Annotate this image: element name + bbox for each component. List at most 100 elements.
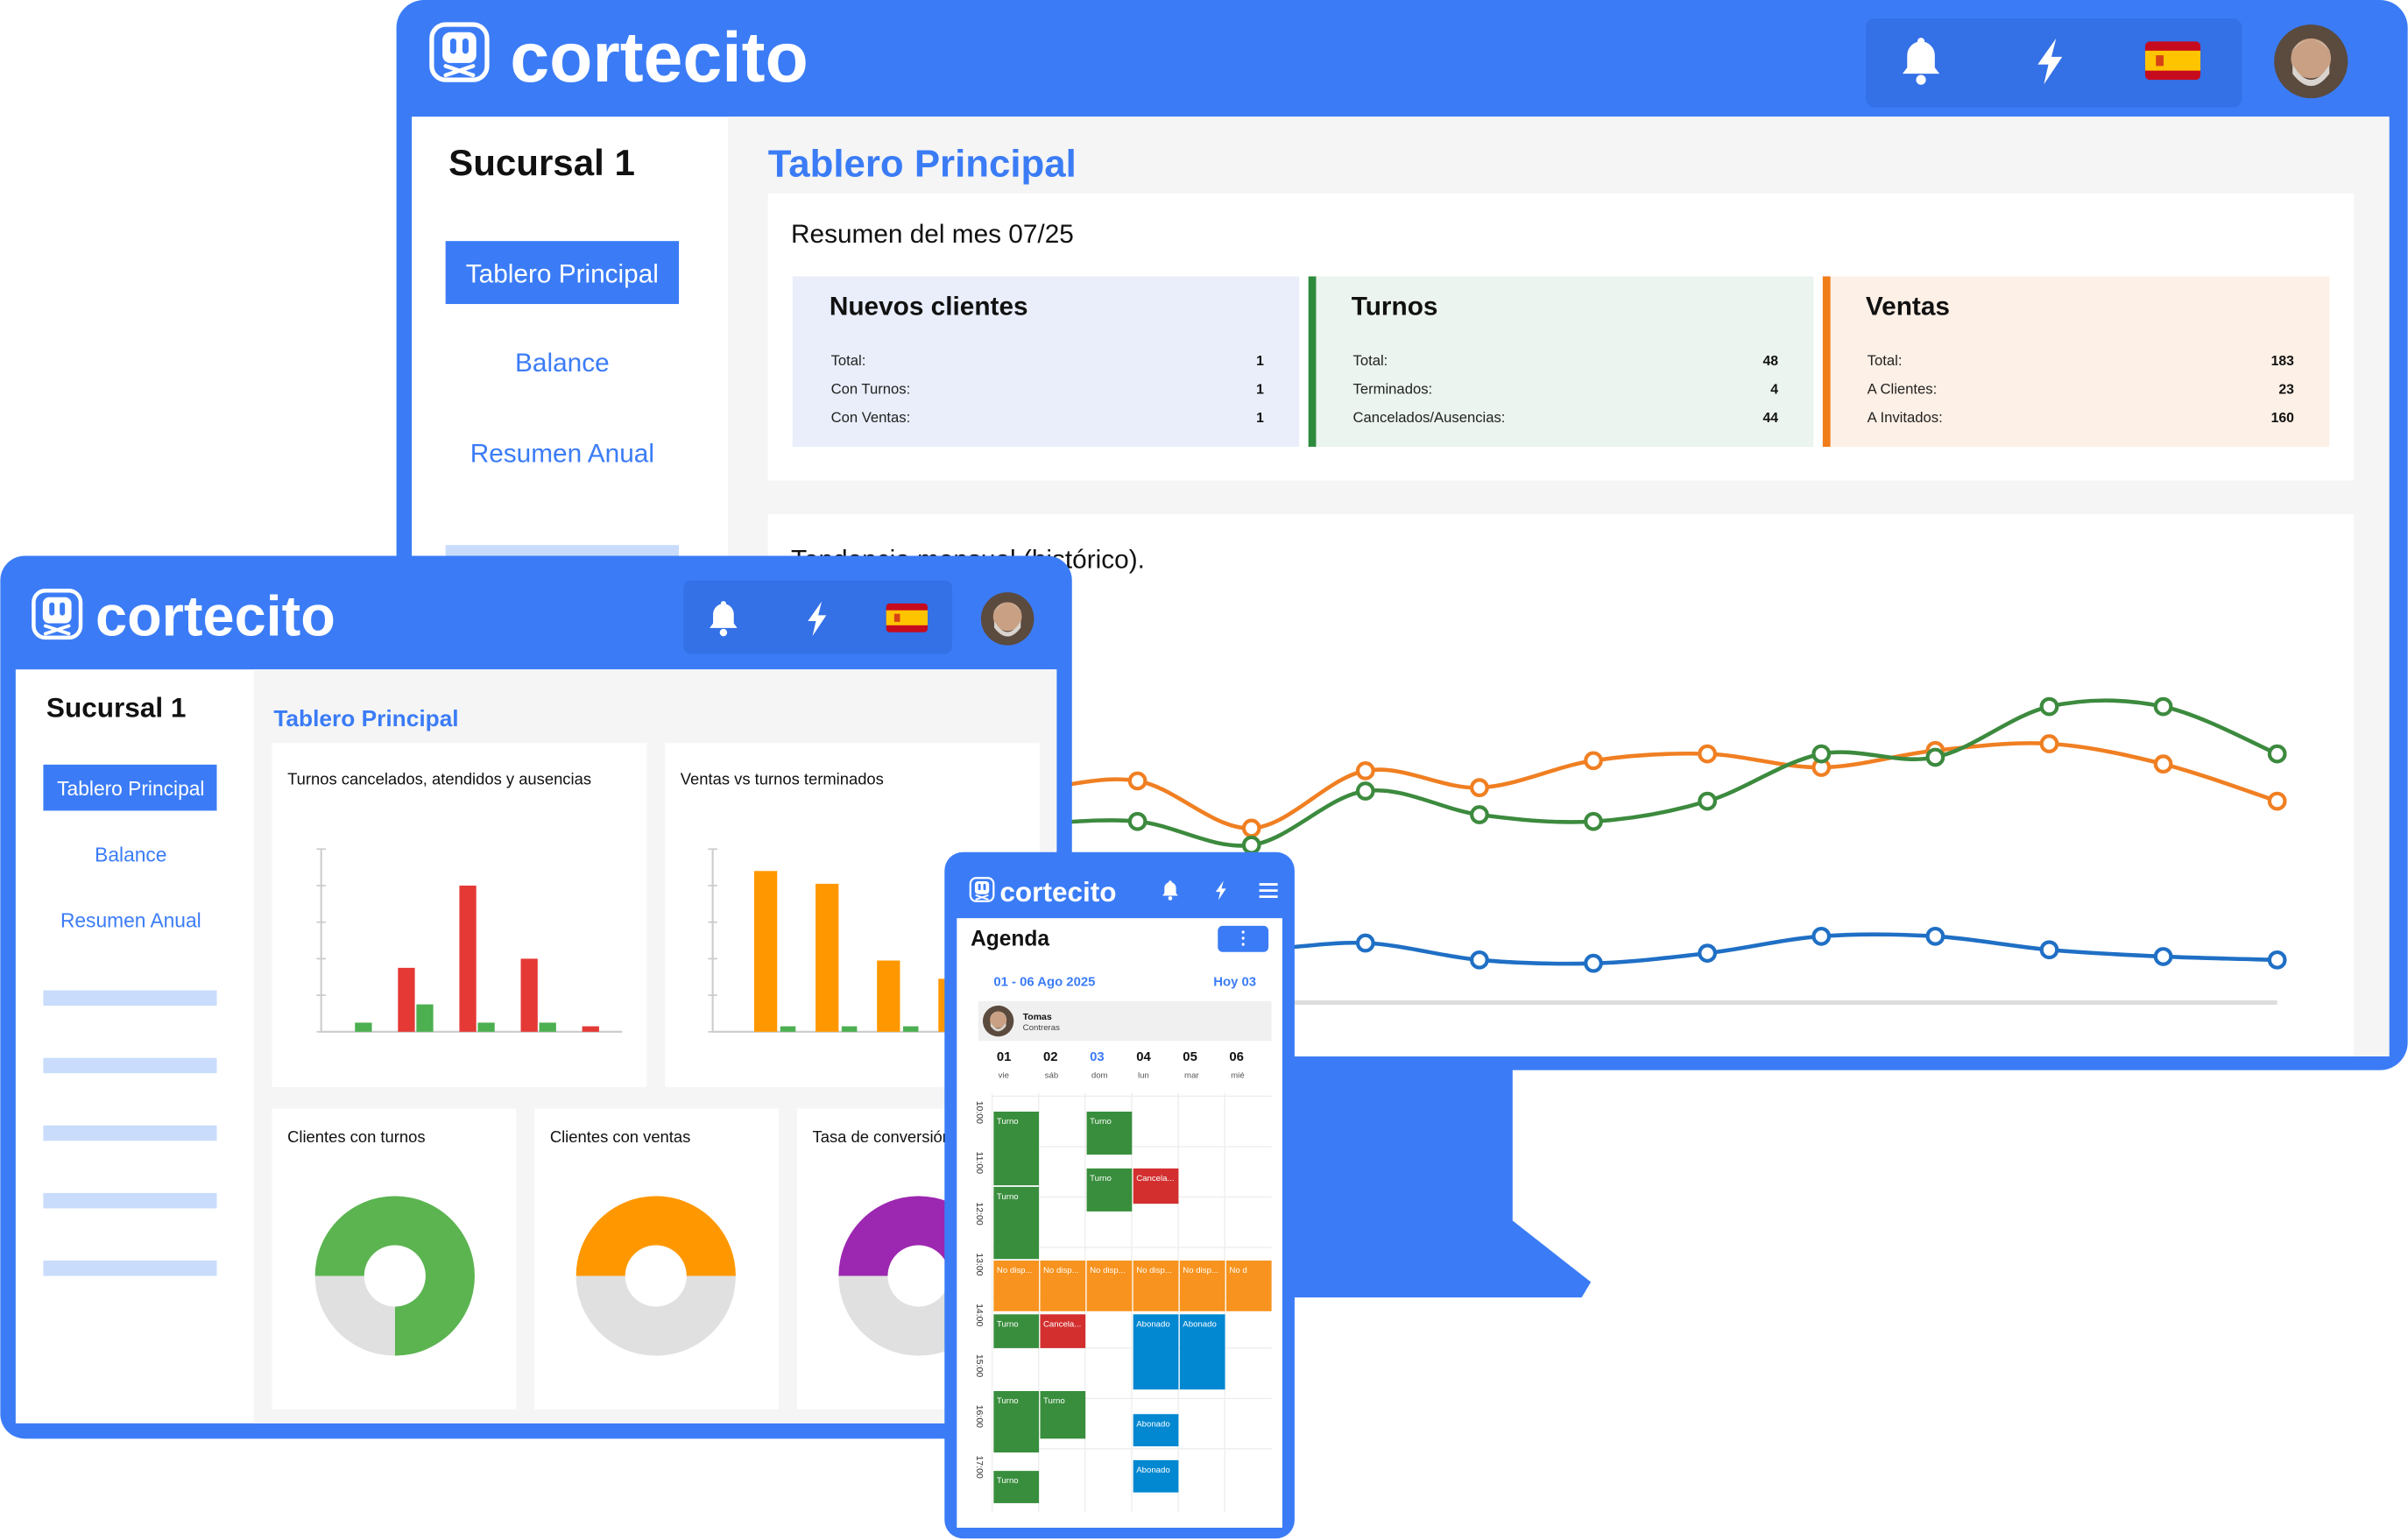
- event-label: No disp...: [1183, 1266, 1218, 1275]
- day-name: vie: [999, 1070, 1009, 1080]
- agenda-title: Agenda: [971, 928, 1049, 951]
- bar: [355, 1022, 372, 1032]
- event[interactable]: [1133, 1261, 1179, 1311]
- data-point: [1241, 835, 1261, 855]
- flag-icon[interactable]: [886, 603, 929, 632]
- placeholder: [43, 990, 217, 1007]
- row-label: Total:: [1353, 352, 1388, 369]
- event[interactable]: [1179, 1261, 1225, 1311]
- event[interactable]: [993, 1314, 1040, 1348]
- row-value: 4: [1770, 383, 1778, 398]
- event[interactable]: [993, 1111, 1040, 1186]
- nav-active[interactable]: [43, 764, 217, 811]
- chart-title: Clientes con ventas: [550, 1127, 691, 1146]
- day-name: sáb: [1045, 1070, 1059, 1080]
- event[interactable]: [1040, 1261, 1086, 1311]
- data-point: [1584, 751, 1603, 771]
- row-label: Cancelados/Ausencias:: [1353, 409, 1506, 426]
- nav-item[interactable]: Resumen Anual: [60, 909, 201, 932]
- event-label: Turno: [997, 1319, 1019, 1329]
- event[interactable]: [1225, 1261, 1272, 1311]
- chart-title: Tasa de conversión: [813, 1127, 951, 1146]
- day-name: lun: [1138, 1070, 1149, 1080]
- data-point: [1470, 778, 1489, 798]
- bar: [816, 883, 839, 1032]
- event-label: No disp...: [997, 1266, 1033, 1275]
- cell-title: Turnos: [1352, 292, 1438, 321]
- day-number: 04: [1136, 1050, 1151, 1064]
- event[interactable]: [993, 1186, 1040, 1260]
- row-label: A Invitados:: [1868, 409, 1943, 426]
- event[interactable]: [1133, 1314, 1179, 1390]
- row-label: Total:: [1868, 352, 1903, 369]
- nav-item[interactable]: Tablero Principal: [466, 260, 659, 289]
- event-label: Turno: [997, 1192, 1019, 1202]
- branch: Sucursal 1: [46, 692, 187, 724]
- charts: [314, 848, 1021, 1356]
- event[interactable]: [1133, 1414, 1179, 1447]
- bar: [416, 1004, 434, 1032]
- nav-item[interactable]: Resumen Anual: [470, 440, 654, 469]
- bar: [780, 1026, 796, 1032]
- row-value: 183: [2271, 354, 2295, 369]
- bar: [539, 1022, 556, 1032]
- nav-item[interactable]: Balance: [95, 843, 166, 865]
- data-point: [1584, 811, 1603, 831]
- data-point: [1127, 811, 1148, 831]
- row-label: Con Ventas:: [831, 409, 911, 426]
- event-label: No disp...: [1043, 1266, 1079, 1275]
- cell-title: Ventas: [1866, 292, 1950, 321]
- event[interactable]: [1133, 1168, 1179, 1204]
- avatar[interactable]: [2274, 25, 2348, 99]
- today-link[interactable]: Hoy 03: [1213, 975, 1256, 989]
- day-name: mié: [1231, 1070, 1245, 1080]
- row-value: 23: [2278, 383, 2294, 398]
- data-point: [2039, 940, 2059, 960]
- time-label: 14:00: [974, 1303, 985, 1326]
- event[interactable]: [1040, 1390, 1086, 1439]
- event[interactable]: [1086, 1111, 1133, 1155]
- row-value: 1: [1256, 383, 1264, 398]
- row-value: 48: [1762, 354, 1778, 369]
- time-label: 15:00: [974, 1354, 985, 1377]
- event-label: Abonado: [1136, 1319, 1170, 1329]
- event[interactable]: [993, 1390, 1040, 1453]
- brand: cortecito: [999, 876, 1116, 908]
- flag-icon[interactable]: [2144, 41, 2201, 81]
- day-number: 01: [997, 1050, 1012, 1064]
- nav-active[interactable]: [445, 241, 680, 305]
- summary-title: Resumen del mes 07/25: [791, 220, 1074, 249]
- event[interactable]: [1040, 1314, 1086, 1348]
- event[interactable]: [993, 1261, 1040, 1311]
- staff-avatar: [982, 1005, 1014, 1037]
- data-point: [1925, 926, 1945, 946]
- day-name: mar: [1184, 1070, 1199, 1080]
- staff-row[interactable]: [978, 1000, 1272, 1042]
- event-label: Cancela...: [1136, 1174, 1174, 1183]
- data-point: [2267, 950, 2287, 970]
- chart-card: [534, 1108, 779, 1410]
- nav-item[interactable]: Tablero Principal: [57, 777, 204, 800]
- event[interactable]: [1086, 1261, 1133, 1311]
- row-value: 1: [1256, 354, 1264, 369]
- event-label: No disp...: [1090, 1266, 1126, 1275]
- data-point: [2039, 696, 2059, 717]
- day-number: 02: [1043, 1050, 1058, 1064]
- event[interactable]: [1179, 1314, 1225, 1390]
- event-label: Turno: [997, 1117, 1019, 1127]
- event[interactable]: [1133, 1459, 1179, 1493]
- menu-icon[interactable]: [1259, 883, 1278, 899]
- event[interactable]: [1086, 1168, 1133, 1212]
- data-point: [1127, 771, 1148, 791]
- data-point: [1355, 781, 1375, 801]
- tablet-window: cortecito Sucursal 1 Tablero Principal B…: [0, 555, 1072, 1439]
- nav-item[interactable]: Balance: [515, 349, 610, 378]
- bar: [902, 1026, 919, 1032]
- data-point: [2267, 744, 2287, 764]
- date-range[interactable]: 01 - 06 Ago 2025: [993, 975, 1095, 989]
- data-point: [1355, 761, 1375, 781]
- data-point: [1925, 747, 1945, 767]
- event[interactable]: [993, 1471, 1040, 1503]
- time-label: 13:00: [974, 1253, 985, 1275]
- avatar[interactable]: [980, 592, 1035, 646]
